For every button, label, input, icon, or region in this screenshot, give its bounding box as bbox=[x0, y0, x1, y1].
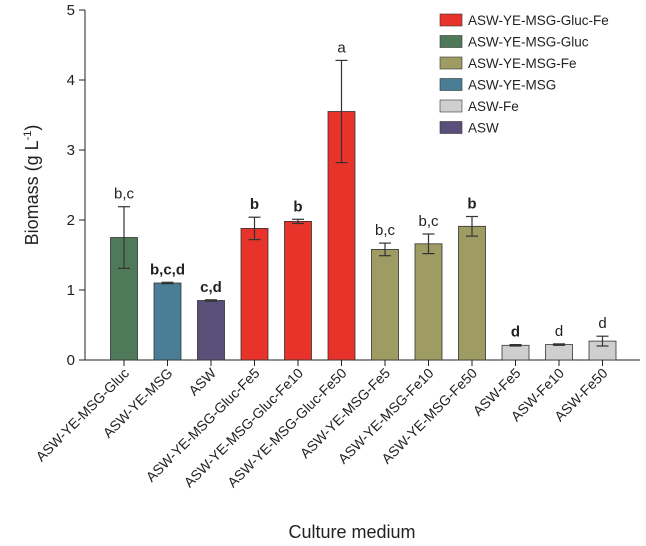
significance-label: d bbox=[598, 315, 606, 332]
significance-label: b bbox=[467, 196, 476, 213]
y-ticks: 0 1 2 3 4 5 bbox=[67, 2, 85, 369]
significance-labels: b,c b,c,d c,d b b a b,c b,c b d d d bbox=[114, 39, 607, 340]
legend-swatch bbox=[439, 121, 463, 134]
y-axis-title-superscript: -1 bbox=[22, 131, 34, 141]
significance-label: b,c bbox=[114, 186, 135, 203]
y-axis-title: Biomass (g L-1) bbox=[22, 125, 42, 246]
bar bbox=[458, 225, 486, 361]
legend-label: ASW-YE-MSG-Fe bbox=[468, 56, 577, 71]
legend-swatch bbox=[439, 99, 463, 113]
y-axis-title-main: Biomass (g L bbox=[22, 140, 42, 245]
bar bbox=[284, 220, 312, 361]
y-tick-label: 4 bbox=[67, 72, 75, 89]
significance-label: d bbox=[511, 324, 520, 341]
significance-label: c,d bbox=[200, 279, 222, 296]
y-tick-label: 2 bbox=[67, 212, 75, 229]
y-tick-label: 1 bbox=[67, 282, 75, 299]
legend-label: ASW bbox=[468, 121, 499, 136]
category-label: ASW bbox=[185, 364, 219, 398]
bar bbox=[414, 243, 443, 361]
bar bbox=[153, 282, 182, 361]
significance-label: b bbox=[250, 196, 259, 213]
legend-label: ASW-YE-MSG bbox=[468, 78, 556, 93]
significance-label: b,c,d bbox=[150, 261, 185, 278]
legend-label: ASW-YE-MSG-Gluc-Fe bbox=[468, 13, 609, 28]
significance-label: a bbox=[337, 39, 346, 56]
bar bbox=[240, 227, 269, 361]
bar bbox=[545, 344, 573, 361]
bar bbox=[371, 248, 399, 361]
error-bars bbox=[118, 59, 609, 347]
x-axis-title: Culture medium bbox=[288, 522, 415, 542]
bars bbox=[110, 111, 617, 361]
y-tick-label: 3 bbox=[67, 142, 75, 159]
legend-swatch bbox=[439, 78, 463, 91]
significance-label: b,c bbox=[375, 222, 396, 239]
legend-swatch bbox=[439, 56, 463, 70]
y-tick-label: 0 bbox=[67, 352, 75, 369]
bar bbox=[197, 300, 225, 361]
significance-label: b bbox=[293, 198, 302, 215]
legend-label: ASW-YE-MSG-Gluc bbox=[468, 35, 589, 50]
y-axis-title-close: ) bbox=[22, 125, 42, 131]
y-tick-label: 5 bbox=[67, 2, 75, 19]
legend: ASW-YE-MSG-Gluc-Fe ASW-YE-MSG-Gluc ASW-YE-… bbox=[439, 13, 609, 136]
legend-label: ASW-Fe bbox=[468, 99, 519, 114]
legend-swatch bbox=[439, 35, 463, 48]
significance-label: d bbox=[555, 323, 563, 340]
significance-label: b,c bbox=[418, 213, 439, 230]
bar bbox=[501, 344, 530, 361]
legend-swatch bbox=[439, 13, 463, 27]
